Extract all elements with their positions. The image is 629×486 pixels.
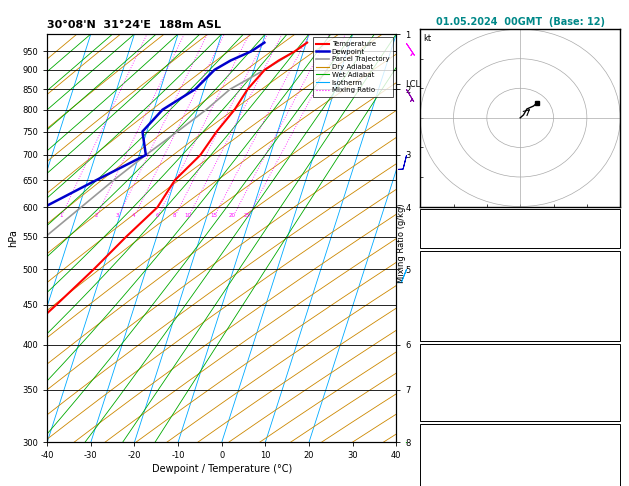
Text: PW (cm): PW (cm) [424, 237, 459, 246]
Text: 6: 6 [613, 304, 618, 313]
Text: 2: 2 [94, 212, 97, 218]
Text: 20: 20 [229, 212, 236, 218]
Text: 20.2: 20.2 [598, 265, 618, 275]
Text: 0: 0 [613, 330, 618, 339]
Text: 975: 975 [603, 359, 618, 367]
Text: θᴇ(K): θᴇ(K) [424, 291, 449, 300]
Text: Mixing Ratio (g/kg): Mixing Ratio (g/kg) [397, 203, 406, 283]
Text: 3: 3 [116, 212, 120, 218]
Text: kt: kt [423, 34, 431, 43]
Text: 317: 317 [603, 291, 618, 300]
Text: 16: 16 [608, 477, 618, 486]
Text: Temp (°C): Temp (°C) [424, 265, 469, 275]
Text: 318: 318 [603, 371, 618, 381]
Text: 1.25: 1.25 [598, 237, 618, 246]
Text: 0: 0 [613, 410, 618, 419]
Text: CAPE (J): CAPE (J) [424, 317, 464, 326]
Text: 0: 0 [613, 317, 618, 326]
Text: -19: -19 [603, 211, 618, 220]
Text: 1: 1 [613, 439, 618, 448]
Text: 01.05.2024  00GMT  (Base: 12): 01.05.2024 00GMT (Base: 12) [436, 17, 604, 27]
Text: Dewp (°C): Dewp (°C) [424, 278, 469, 287]
Text: θᴇ (K): θᴇ (K) [424, 371, 454, 381]
Text: 10.4: 10.4 [598, 278, 618, 287]
Text: 15: 15 [210, 212, 217, 218]
Text: CAPE (J): CAPE (J) [424, 397, 464, 406]
Text: Hodograph: Hodograph [498, 426, 543, 435]
Text: Lifted Index: Lifted Index [424, 304, 484, 313]
Text: 6: 6 [613, 384, 618, 393]
Text: 6: 6 [155, 212, 159, 218]
Text: EH: EH [424, 439, 434, 448]
Text: 10°: 10° [603, 465, 618, 473]
Text: Pressure (mb): Pressure (mb) [424, 359, 489, 367]
Y-axis label: hPa: hPa [8, 229, 18, 247]
Text: StmSpd (kt): StmSpd (kt) [424, 477, 479, 486]
Y-axis label: km
ASL: km ASL [443, 228, 459, 248]
Text: 0: 0 [613, 397, 618, 406]
Legend: Temperature, Dewpoint, Parcel Trajectory, Dry Adiabat, Wet Adiabat, Isotherm, Mi: Temperature, Dewpoint, Parcel Trajectory… [313, 37, 392, 97]
X-axis label: Dewpoint / Temperature (°C): Dewpoint / Temperature (°C) [152, 465, 292, 474]
Text: Surface: Surface [503, 253, 538, 261]
Text: 10: 10 [184, 212, 192, 218]
Text: SREH: SREH [424, 451, 444, 461]
Text: CIN (J): CIN (J) [424, 330, 459, 339]
Text: 9: 9 [613, 451, 618, 461]
Text: Most Unstable: Most Unstable [487, 346, 553, 355]
Text: Lifted Index: Lifted Index [424, 384, 484, 393]
Text: 38: 38 [608, 224, 618, 233]
Text: StmDir: StmDir [424, 465, 454, 473]
Text: 1: 1 [59, 212, 62, 218]
Text: 30°08'N  31°24'E  188m ASL: 30°08'N 31°24'E 188m ASL [47, 20, 221, 31]
Text: Totals Totals: Totals Totals [424, 224, 489, 233]
Text: 25: 25 [244, 212, 251, 218]
Text: K: K [424, 211, 429, 220]
Text: CIN (J): CIN (J) [424, 410, 459, 419]
Text: 4: 4 [132, 212, 136, 218]
Text: 8: 8 [173, 212, 176, 218]
